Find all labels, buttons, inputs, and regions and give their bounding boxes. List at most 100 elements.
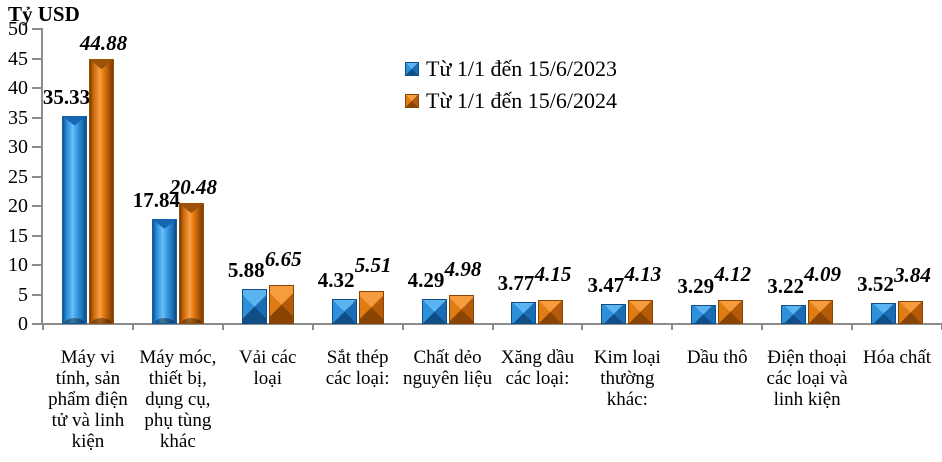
x-category-label: Kim loại thường khác: — [593, 347, 661, 410]
bar — [448, 294, 474, 324]
y-tick-mark — [32, 264, 43, 266]
y-tick-label: 15 — [8, 224, 28, 247]
bar — [331, 298, 357, 324]
x-tick-mark — [491, 324, 494, 330]
x-category-label: Dầu thô — [686, 347, 748, 368]
bar — [691, 304, 717, 324]
bar-value-label: 35.33 — [42, 84, 91, 109]
bar-value-label: 5.51 — [354, 253, 392, 278]
bar — [628, 299, 654, 324]
bar — [88, 59, 114, 324]
y-tick-label: 50 — [8, 18, 28, 40]
bar — [358, 291, 384, 324]
y-tick-label: 40 — [8, 77, 28, 99]
x-tick-mark — [221, 324, 224, 330]
y-tick-label: 0 — [18, 313, 28, 335]
bar — [61, 115, 87, 324]
legend-marker-2024-icon — [405, 94, 419, 108]
y-tick-mark — [32, 323, 43, 325]
y-tick-label: 5 — [18, 283, 28, 306]
x-tick-mark — [42, 324, 44, 330]
legend-item-2023: Từ 1/1 đến 15/6/2023 — [405, 53, 617, 85]
legend-label-2023: Từ 1/1 đến 15/6/2023 — [426, 56, 617, 81]
x-category-label: Máy móc, thiết bị, dụng cụ, phụ tùng khá… — [139, 347, 217, 452]
bar-value-label: 4.29 — [407, 267, 445, 292]
x-category-label: Sắt thép các loại: — [325, 347, 390, 389]
legend-marker-2023-icon — [405, 62, 419, 76]
bar — [511, 301, 537, 324]
y-tick-mark — [32, 205, 43, 207]
bar — [151, 218, 177, 324]
y-tick-mark — [32, 234, 43, 237]
bar-value-label: 4.98 — [444, 256, 482, 281]
x-tick-mark — [851, 324, 854, 330]
y-tick-label: 20 — [8, 195, 28, 217]
x-tick-mark — [311, 324, 314, 330]
y-tick-mark — [32, 87, 43, 89]
x-category-label: Máy vi tính, sản phẩm điện tử và linh ki… — [48, 347, 128, 452]
y-tick-mark — [32, 57, 43, 60]
legend: Từ 1/1 đến 15/6/2023 Từ 1/1 đến 15/6/202… — [405, 53, 617, 117]
bar-bottom-shadow — [179, 315, 203, 323]
x-tick-mark — [671, 324, 674, 330]
bar-top-facet — [61, 115, 87, 126]
y-axis-title: Tỷ USD — [8, 2, 80, 26]
bar — [268, 284, 294, 324]
x-tick-mark — [581, 324, 584, 330]
bar-value-label: 20.48 — [169, 175, 217, 200]
y-tick-label: 30 — [8, 136, 28, 158]
y-tick-label: 35 — [8, 106, 28, 129]
bar — [808, 299, 834, 324]
bar-value-label: 4.32 — [317, 267, 355, 292]
bar-value-label: 3.77 — [497, 270, 535, 295]
bar-value-label: 6.65 — [264, 246, 302, 271]
bar-bottom-shadow — [62, 315, 86, 323]
y-tick-mark — [32, 28, 43, 30]
bar-value-label: 4.13 — [624, 261, 662, 286]
bar — [898, 301, 924, 324]
y-axis-line — [41, 28, 43, 324]
x-category-label: Xăng dầu các loại: — [500, 347, 575, 389]
x-tick-mark — [761, 324, 764, 330]
y-tick-mark — [32, 146, 43, 148]
y-tick-label: 10 — [8, 254, 28, 276]
bar-value-label: 3.22 — [767, 274, 805, 298]
bar — [601, 303, 627, 324]
bar — [718, 299, 744, 324]
bar-value-label: 3.84 — [894, 263, 931, 288]
y-tick-mark — [32, 175, 43, 178]
y-tick-mark — [32, 293, 43, 296]
bar — [421, 298, 447, 324]
x-tick-mark — [401, 324, 404, 330]
y-tick-mark — [32, 116, 43, 119]
bar — [241, 289, 267, 324]
bar — [781, 305, 807, 324]
bar-top-facet — [178, 203, 204, 214]
bar-value-label: 4.09 — [804, 261, 842, 286]
bar-top-facet — [88, 59, 114, 70]
bar-value-label: 3.29 — [677, 273, 715, 298]
x-tick-mark — [131, 324, 134, 330]
bar — [538, 299, 564, 324]
bar-value-label: 4.12 — [714, 261, 752, 286]
bar-bottom-shadow — [152, 315, 176, 323]
bar-value-label: 4.15 — [534, 261, 572, 286]
y-tick-label: 25 — [8, 165, 28, 188]
bar — [871, 303, 897, 324]
y-tick-label: 45 — [8, 47, 28, 70]
bar — [178, 203, 204, 324]
bar-top-facet — [151, 218, 177, 229]
bar-value-label: 44.88 — [79, 31, 128, 56]
legend-label-2024: Từ 1/1 đến 15/6/2024 — [426, 88, 617, 113]
bar-bottom-shadow — [89, 315, 113, 323]
bar-value-label: 17.84 — [132, 187, 180, 212]
bar-value-label: 3.47 — [587, 272, 625, 297]
bar-value-label: 5.88 — [227, 258, 265, 283]
x-category-label: Vải các loại — [239, 347, 297, 389]
bar-value-label: 3.52 — [857, 272, 894, 297]
x-category-label: Điện thoại các loại và linh kiện — [766, 347, 848, 410]
x-category-label: Hóa chất — [863, 347, 932, 368]
x-category-label: Chất dẻo nguyên liệu — [402, 347, 493, 389]
legend-item-2024: Từ 1/1 đến 15/6/2024 — [405, 85, 617, 117]
